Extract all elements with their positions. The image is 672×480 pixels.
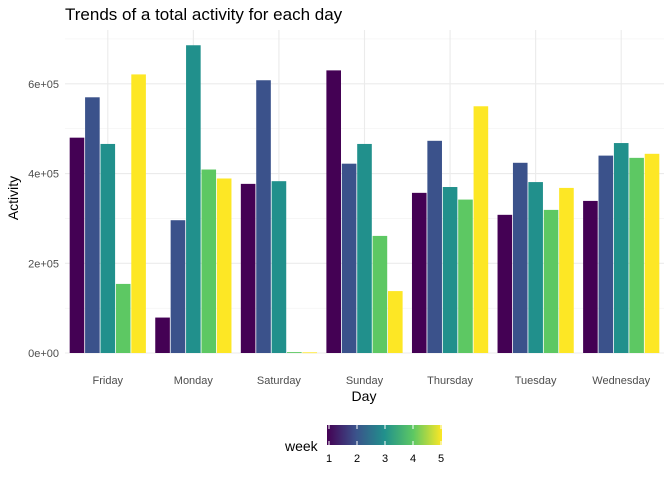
y-tick-label: 6e+05 (28, 79, 59, 91)
bar-tuesday-week-1 (497, 214, 513, 353)
bar-sunday-week-2 (341, 163, 357, 353)
bar-wednesday-week-4 (629, 157, 644, 353)
bar-monday-week-2 (170, 220, 186, 353)
legend-tick-label: 3 (382, 453, 388, 465)
bar-thursday-week-4 (458, 199, 473, 353)
x-tick-label: Friday (93, 375, 124, 387)
bar-wednesday-week-1 (583, 200, 598, 353)
bar-friday-week-2 (85, 97, 100, 354)
y-tick-label: 2e+05 (28, 258, 59, 270)
chart-title: Trends of a total activity for each day (65, 5, 343, 24)
legend-tick-label: 1 (326, 453, 332, 465)
legend-colorbar (327, 425, 442, 445)
x-tick-label: Thursday (427, 375, 473, 387)
y-axis-ticks: 0e+00 2e+05 4e+05 6e+05 (28, 79, 59, 360)
bar-friday-week-5 (131, 74, 146, 353)
bars (69, 45, 660, 354)
bar-saturday-week-4 (287, 352, 302, 353)
x-tick-label: Monday (174, 375, 214, 387)
x-axis-title: Day (352, 388, 377, 404)
bar-monday-week-5 (216, 178, 232, 353)
bar-friday-week-3 (100, 143, 116, 353)
y-tick-label: 0e+00 (28, 348, 59, 360)
bar-friday-week-1 (69, 137, 85, 353)
bar-friday-week-4 (115, 283, 131, 353)
bar-thursday-week-3 (442, 187, 458, 353)
bar-sunday-week-4 (372, 235, 388, 353)
bar-thursday-week-2 (427, 140, 442, 353)
bar-wednesday-week-2 (598, 155, 614, 353)
y-tick-label: 4e+05 (28, 169, 59, 181)
x-tick-label: Wednesday (592, 375, 650, 387)
x-tick-label: Sunday (346, 375, 384, 387)
x-tick-label: Saturday (257, 375, 302, 387)
bar-saturday-week-5 (302, 352, 318, 354)
bar-sunday-week-3 (357, 143, 372, 353)
bar-wednesday-week-3 (613, 143, 629, 353)
bar-thursday-week-5 (473, 106, 489, 353)
bar-sunday-week-1 (326, 70, 341, 353)
legend-tick-label: 2 (354, 453, 360, 465)
legend-tick-label: 4 (410, 453, 416, 465)
bar-saturday-week-3 (271, 181, 287, 353)
bar-tuesday-week-3 (528, 182, 543, 353)
bar-sunday-week-5 (388, 291, 403, 353)
bar-monday-week-3 (186, 45, 201, 353)
legend: week 1 2 3 4 5 (284, 425, 444, 465)
bar-monday-week-4 (201, 169, 217, 353)
bar-tuesday-week-5 (559, 187, 574, 353)
legend-tick-label: 5 (438, 453, 444, 465)
bar-monday-week-1 (155, 317, 170, 353)
bar-saturday-week-2 (256, 80, 271, 353)
x-tick-label: Tuesday (515, 375, 557, 387)
bar-saturday-week-1 (240, 183, 256, 353)
bar-tuesday-week-4 (543, 209, 559, 353)
y-axis-title: Activity (5, 176, 21, 220)
bar-thursday-week-1 (411, 192, 427, 353)
bar-tuesday-week-2 (512, 162, 528, 353)
x-axis-ticks: Friday Monday Saturday Sunday Thursday Tuesda… (93, 375, 651, 387)
legend-title: week (284, 438, 319, 454)
bar-wednesday-week-5 (644, 153, 660, 353)
